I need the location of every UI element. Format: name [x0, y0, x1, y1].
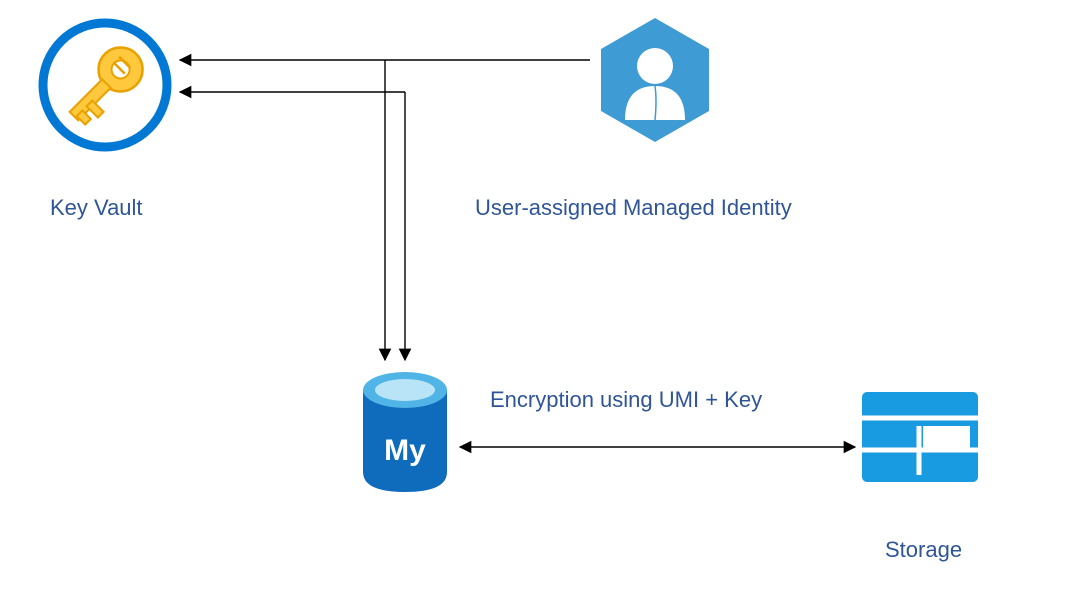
managed-identity-label: User-assigned Managed Identity [475, 195, 792, 221]
managed-identity-icon [601, 18, 709, 142]
diagram-canvas: My [0, 0, 1082, 600]
key-vault-label: Key Vault [50, 195, 143, 221]
encryption-label: Encryption using UMI + Key [490, 387, 762, 413]
mysql-icon: My [363, 372, 447, 492]
key-vault-icon [43, 23, 167, 147]
storage-icon [862, 392, 978, 482]
mysql-label: My [384, 434, 426, 467]
storage-label: Storage [885, 537, 962, 563]
